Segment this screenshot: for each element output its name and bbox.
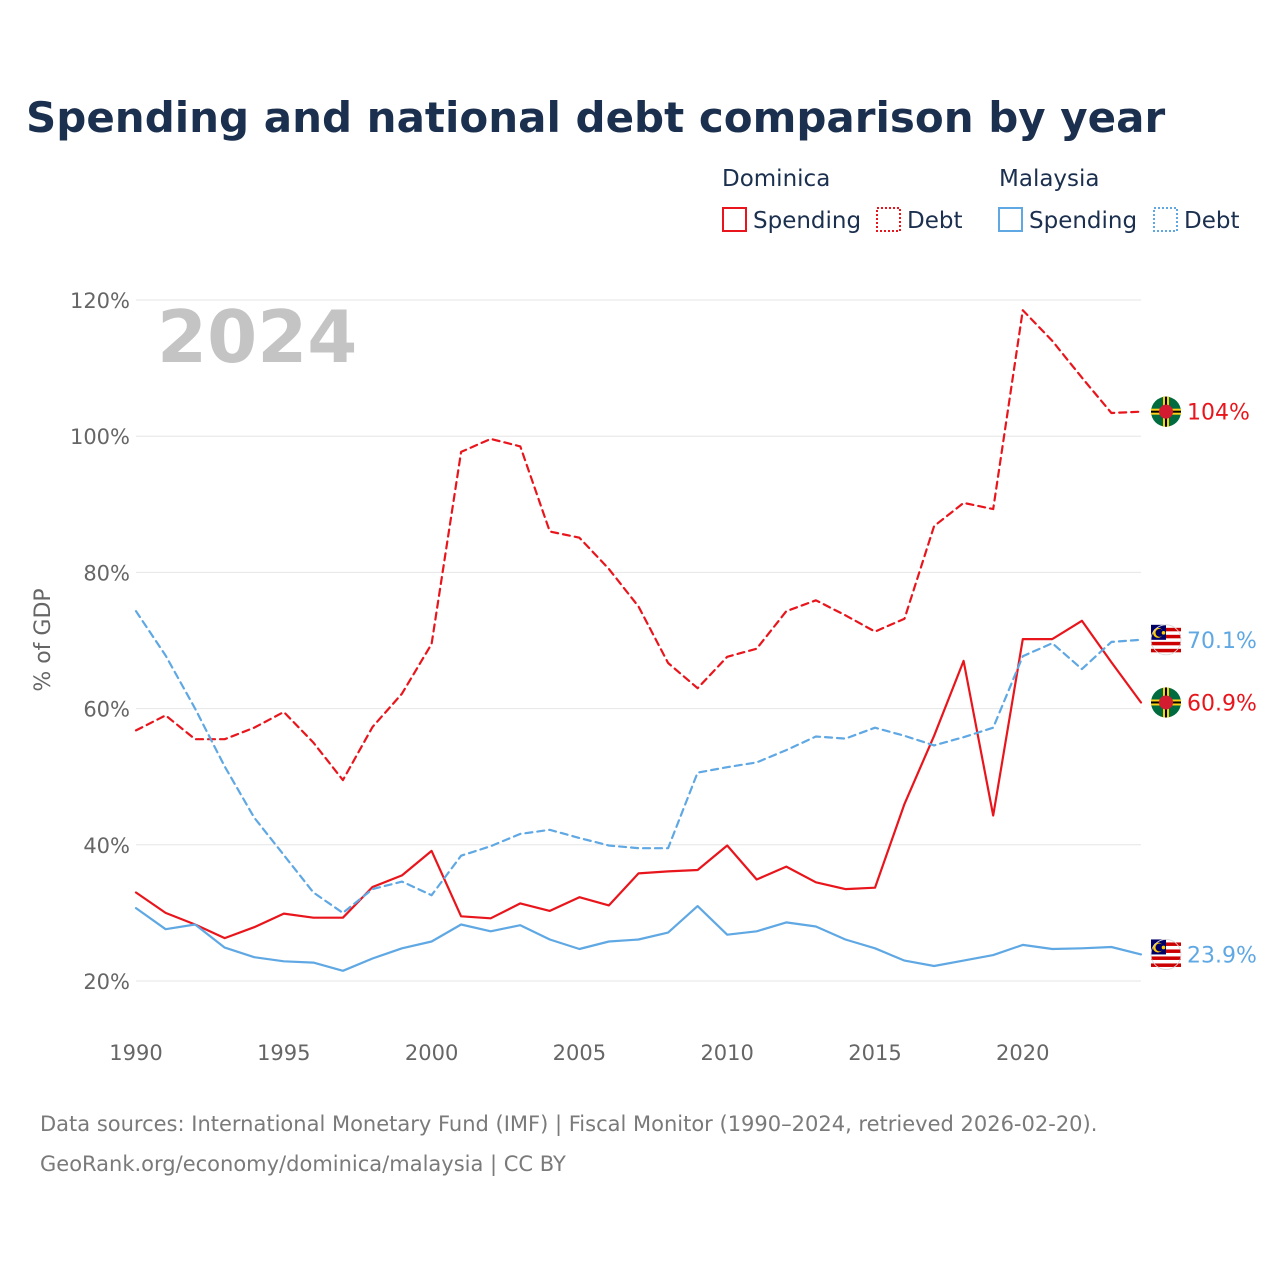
- end-label-dominica-spending: 60.9%: [1187, 691, 1257, 716]
- legend-label-dominica-debt: Debt: [907, 208, 962, 234]
- y-tick-label: 40%: [83, 834, 130, 858]
- y-tick-label: 100%: [70, 425, 130, 449]
- end-label-malaysia-spending: 23.9%: [1187, 943, 1257, 968]
- legend-label-dominica-spending: Spending: [753, 208, 861, 234]
- y-tick-label: 20%: [83, 970, 130, 994]
- end-marker-dominica-debt: [1151, 396, 1181, 427]
- legend-label-malaysia-spending: Spending: [1029, 208, 1137, 234]
- series-line-malaysia-debt: [134, 610, 1143, 915]
- series-lines: [134, 309, 1143, 972]
- legend: Dominica Spending Debt Malaysia Spending…: [722, 166, 1239, 234]
- series-line-malaysia-spending: [134, 904, 1143, 972]
- end-markers: 104% 70.1% 60.9% 23.9%: [1150, 396, 1257, 970]
- end-marker-malaysia-debt: [1150, 624, 1182, 656]
- year-watermark: 2024: [157, 295, 357, 379]
- end-label-dominica-debt: 104%: [1187, 401, 1250, 426]
- x-axis-ticks: 1990 1995 2000 2005 2010 2015 2020: [109, 1041, 1049, 1065]
- y-axis-ticks: 20% 40% 60% 80% 100% 120%: [70, 289, 130, 994]
- legend-swatch-dominica-spending: [722, 207, 747, 232]
- legend-group-malaysia: Malaysia: [999, 166, 1100, 192]
- legend-swatch-dominica-debt: [876, 207, 901, 232]
- end-marker-dominica-spending: [1151, 687, 1181, 718]
- y-tick-label: 60%: [83, 698, 130, 722]
- grid-lines: [136, 299, 1141, 982]
- y-axis-label: % of GDP: [31, 588, 56, 691]
- y-tick-label: 80%: [83, 561, 130, 585]
- x-tick-label: 2010: [700, 1041, 753, 1065]
- legend-swatch-malaysia-debt: [1153, 207, 1178, 232]
- x-tick-label: 1995: [257, 1041, 310, 1065]
- chart-title: Spending and national debt comparison by…: [26, 93, 1165, 142]
- end-label-malaysia-debt: 70.1%: [1187, 629, 1257, 654]
- y-tick-label: 120%: [70, 289, 130, 313]
- x-tick-label: 2000: [405, 1041, 458, 1065]
- legend-swatch-malaysia-spending: [998, 207, 1023, 232]
- series-line-dominica-debt: [134, 309, 1143, 782]
- x-tick-label: 2020: [996, 1041, 1049, 1065]
- legend-label-malaysia-debt: Debt: [1184, 208, 1239, 234]
- source-line-1: Data sources: International Monetary Fun…: [40, 1112, 1097, 1137]
- end-marker-malaysia-spending: [1150, 939, 1182, 970]
- legend-group-dominica: Dominica: [722, 166, 830, 192]
- x-tick-label: 1990: [109, 1041, 162, 1065]
- source-line-2: GeoRank.org/economy/dominica/malaysia | …: [40, 1152, 566, 1177]
- x-tick-label: 2015: [848, 1041, 901, 1065]
- series-line-dominica-spending: [134, 619, 1143, 940]
- x-tick-label: 2005: [553, 1041, 606, 1065]
